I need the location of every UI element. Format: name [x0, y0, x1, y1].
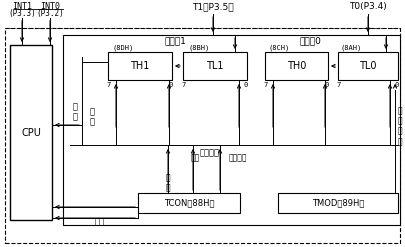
Text: TL1: TL1 — [206, 61, 224, 71]
Bar — [63, 35, 400, 225]
Text: 7: 7 — [264, 82, 268, 88]
Text: 工
作
方
式: 工 作 方 式 — [398, 106, 402, 146]
Bar — [108, 52, 172, 80]
Text: (8CH): (8CH) — [268, 45, 289, 51]
Text: (8AH): (8AH) — [341, 45, 362, 51]
Text: TL0: TL0 — [359, 61, 377, 71]
Text: 0: 0 — [169, 82, 173, 88]
Text: 0: 0 — [244, 82, 248, 88]
Text: 工作方式: 工作方式 — [229, 153, 247, 163]
Text: 0: 0 — [325, 82, 329, 88]
Text: TH1: TH1 — [130, 61, 150, 71]
Text: TMOD（89H）: TMOD（89H） — [312, 199, 364, 207]
Bar — [278, 193, 398, 213]
Bar — [138, 193, 240, 213]
Text: 7: 7 — [337, 82, 341, 88]
Text: INT0: INT0 — [40, 2, 60, 12]
Text: 启
动: 启 动 — [90, 107, 94, 127]
Text: 启
动: 启 动 — [166, 173, 171, 193]
Bar — [5, 28, 400, 243]
Bar — [183, 52, 247, 80]
Text: 溢
出: 溢 出 — [72, 102, 77, 122]
Text: (8DH): (8DH) — [113, 45, 134, 51]
Text: INT1: INT1 — [12, 2, 32, 12]
Bar — [10, 45, 52, 220]
Text: 定时器1: 定时器1 — [164, 37, 186, 45]
Text: 7: 7 — [107, 82, 111, 88]
Text: TH0: TH0 — [287, 61, 306, 71]
Text: 定时器0: 定时器0 — [299, 37, 321, 45]
Text: 中断: 中断 — [95, 218, 105, 226]
Text: T0(P3.4): T0(P3.4) — [349, 2, 387, 12]
Text: (8BH): (8BH) — [188, 45, 209, 51]
Text: TCON（88H）: TCON（88H） — [164, 199, 214, 207]
Text: 溢出: 溢出 — [190, 153, 200, 163]
Text: T1（P3.5）: T1（P3.5） — [192, 2, 234, 12]
Bar — [265, 52, 328, 80]
Text: (P3.3): (P3.3) — [8, 9, 36, 19]
Bar — [338, 52, 398, 80]
Text: CPU: CPU — [21, 127, 41, 138]
Text: (P3.2): (P3.2) — [36, 9, 64, 19]
Text: 0: 0 — [395, 82, 399, 88]
Text: 内部总线: 内部总线 — [200, 148, 220, 158]
Text: 7: 7 — [182, 82, 186, 88]
